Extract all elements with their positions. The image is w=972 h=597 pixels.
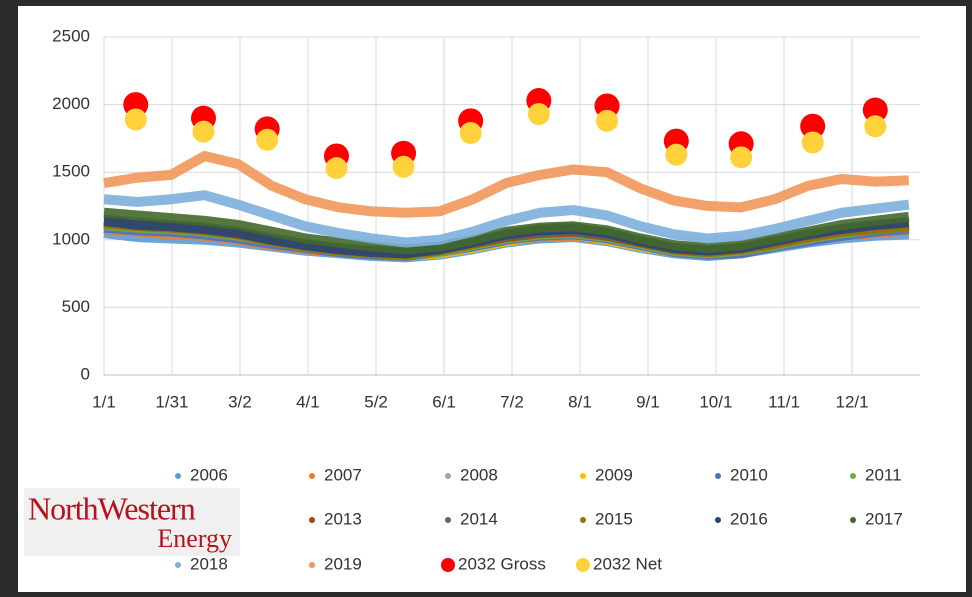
legend-label: 2017 (865, 509, 903, 528)
legend-label: 2006 (190, 465, 228, 484)
legend-label: 2013 (324, 509, 362, 528)
legend-label: 2011 (865, 465, 902, 484)
x-tick-label: 12/1 (835, 392, 868, 411)
legend-marker (309, 473, 315, 479)
legend-label: 2016 (730, 509, 768, 528)
series-band (103, 190, 910, 248)
y-tick-label: 0 (81, 364, 90, 383)
data-point (862, 97, 888, 123)
x-tick-label: 9/1 (636, 392, 660, 411)
legend-label: 2032 Net (593, 554, 662, 573)
x-tick-label: 10/1 (699, 392, 732, 411)
legend-label: 2007 (324, 465, 362, 484)
legend-marker (576, 558, 590, 572)
series-band (103, 150, 910, 218)
y-tick-label: 2500 (52, 26, 90, 45)
data-point (325, 157, 348, 180)
legend-marker (309, 517, 315, 523)
y-tick-label: 2000 (52, 94, 90, 113)
legend-marker (445, 473, 451, 479)
x-tick-label: 5/2 (364, 392, 388, 411)
x-tick-label: 4/1 (296, 392, 320, 411)
data-point (730, 146, 753, 169)
data-point (527, 103, 550, 126)
legend-label: 2018 (190, 554, 228, 573)
data-point (665, 143, 688, 166)
legend-label: 2019 (324, 554, 362, 573)
legend-label: 2015 (595, 509, 633, 528)
x-tick-label: 6/1 (432, 392, 456, 411)
legend-marker (580, 473, 586, 479)
x-tick-label: 8/1 (568, 392, 592, 411)
data-point (192, 120, 215, 143)
data-point (864, 115, 887, 138)
series-band (103, 207, 910, 255)
legend-marker (309, 562, 315, 568)
data-point (256, 128, 279, 151)
x-tick-label: 1/1 (92, 392, 116, 411)
legend-label: 2014 (460, 509, 498, 528)
legend-label: 2009 (595, 465, 633, 484)
data-point (392, 155, 415, 178)
x-tick-label: 11/1 (768, 392, 800, 411)
logo-subtext: Energy (157, 524, 232, 553)
y-tick-label: 1000 (52, 229, 90, 248)
data-point (459, 121, 482, 144)
data-point (124, 108, 147, 131)
y-tick-label: 500 (62, 297, 90, 316)
legend-marker (715, 517, 721, 523)
x-tick-label: 1/31 (155, 392, 188, 411)
legend-marker (175, 473, 181, 479)
legend-label: 2010 (730, 465, 768, 484)
x-tick-label: 3/2 (228, 392, 252, 411)
legend-marker (580, 517, 586, 523)
data-point (800, 113, 826, 139)
data-point (801, 131, 824, 154)
logo-text: NorthWestern (28, 490, 196, 526)
legend-marker (850, 517, 856, 523)
legend-marker (715, 473, 721, 479)
x-tick-label: 7/2 (500, 392, 524, 411)
legend-label: 2032 Gross (458, 554, 546, 573)
legend-marker (850, 473, 856, 479)
logo-background (24, 488, 240, 556)
legend-marker (441, 558, 455, 572)
legend-label: 2008 (460, 465, 498, 484)
data-point (596, 109, 619, 132)
legend-marker (175, 562, 181, 568)
y-tick-label: 1500 (52, 162, 90, 181)
legend-marker (445, 517, 451, 523)
